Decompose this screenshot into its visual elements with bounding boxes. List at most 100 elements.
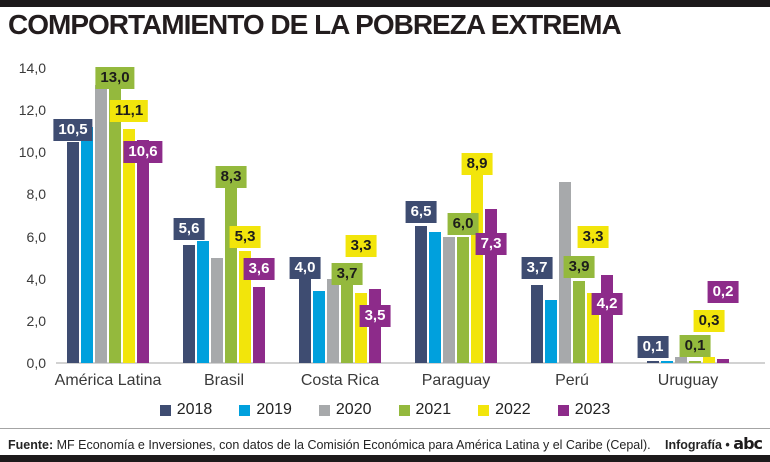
bar-slot-2019-peru bbox=[545, 299, 557, 363]
legend-label-2018: 2018 bbox=[176, 401, 213, 418]
bar-value-label-2021-uruguay: 0,1 bbox=[679, 334, 711, 357]
legend-item-2021: 2021 bbox=[398, 401, 451, 419]
bar-2018-costa-rica bbox=[299, 278, 311, 363]
bar-slot-2021-peru: 3,9 bbox=[563, 255, 595, 363]
bar-slot-2022-paraguay: 8,9 bbox=[461, 153, 493, 363]
legend-swatch-icon bbox=[159, 404, 171, 416]
bar-slot-2020-america-latina bbox=[95, 84, 107, 363]
bar-slot-2019-america-latina bbox=[81, 127, 93, 363]
bar-2019-america-latina bbox=[81, 127, 93, 363]
legend-swatch-icon bbox=[557, 404, 569, 416]
bar-2019-uruguay bbox=[661, 360, 673, 363]
bar-slot-2023-uruguay: 0,2 bbox=[707, 280, 739, 363]
bar-value-label-2018-uruguay: 0,1 bbox=[637, 335, 669, 358]
bar-2020-paraguay bbox=[443, 236, 455, 363]
category-label-brasil: Brasil bbox=[203, 372, 245, 389]
bar-value-label-2023-costa-rica: 3,5 bbox=[359, 305, 391, 328]
bar-value-label-2022-brasil: 5,3 bbox=[229, 226, 261, 249]
bar-value-label-2021-paraguay: 6,0 bbox=[447, 212, 479, 235]
bar-2021-america-latina bbox=[109, 89, 121, 363]
bars-paraguay: 6,5 6,0 8,9 7,3 bbox=[405, 153, 507, 363]
legend-swatch-icon bbox=[398, 404, 410, 416]
bar-2019-paraguay bbox=[429, 232, 441, 363]
bar-value-label-2021-peru: 3,9 bbox=[563, 255, 595, 278]
bar-2022-costa-rica bbox=[355, 293, 367, 363]
y-tick-6-0: 6,0 bbox=[26, 228, 46, 245]
bar-slot-2021-america-latina: 13,0 bbox=[95, 67, 135, 363]
bar-slot-2023-america-latina: 10,6 bbox=[123, 139, 163, 363]
bar-2020-america-latina bbox=[95, 84, 107, 363]
bar-2019-peru bbox=[545, 299, 557, 363]
bar-2021-uruguay bbox=[689, 360, 701, 363]
bar-2019-costa-rica bbox=[313, 291, 325, 363]
bar-slot-2018-brasil: 5,6 bbox=[173, 218, 205, 363]
bar-2022-america-latina bbox=[123, 129, 135, 363]
bar-value-label-2022-paraguay: 8,9 bbox=[461, 153, 493, 176]
bar-slot-2019-uruguay bbox=[661, 360, 673, 363]
category-label-costa-rica: Costa Rica bbox=[300, 372, 380, 389]
bar-value-label-2023-brasil: 3,6 bbox=[243, 258, 275, 281]
bar-group-america-latina: 10,5 13,0 11,1 10,6 América Latina bbox=[53, 67, 163, 389]
credit: Infografía • abc bbox=[664, 434, 763, 453]
bar-slot-2022-america-latina: 11,1 bbox=[109, 100, 149, 363]
legend-swatch-icon bbox=[478, 404, 490, 416]
legend-label-2019: 2019 bbox=[256, 401, 292, 418]
bar-value-label-2022-costa-rica: 3,3 bbox=[345, 235, 377, 258]
y-tick-12-0: 12,0 bbox=[18, 102, 46, 119]
legend-item-2019: 2019 bbox=[239, 401, 292, 419]
category-label-uruguay: Uruguay bbox=[657, 372, 719, 389]
legend-label-2022: 2022 bbox=[495, 401, 531, 418]
bars-america-latina: 10,5 13,0 11,1 10,6 bbox=[53, 67, 163, 363]
bar-2022-uruguay bbox=[703, 356, 715, 363]
bars-brasil: 5,6 8,3 5,3 3,6 bbox=[173, 166, 275, 363]
bar-2021-paraguay bbox=[457, 236, 469, 363]
bar-slot-2022-costa-rica: 3,3 bbox=[345, 235, 377, 363]
footer: Fuente: MF Economía e Inversiones, con d… bbox=[8, 434, 763, 453]
y-tick-14-0: 14,0 bbox=[18, 60, 46, 76]
bar-value-label-2018-america-latina: 10,5 bbox=[53, 118, 93, 141]
bar-slot-2019-costa-rica bbox=[313, 291, 325, 363]
bar-value-label-2021-america-latina: 13,0 bbox=[95, 67, 135, 90]
bar-slot-2018-paraguay: 6,5 bbox=[405, 201, 437, 363]
bar-group-peru: 3,7 3,9 3,3 4,2 Perú bbox=[521, 181, 623, 389]
bar-value-label-2023-uruguay: 0,2 bbox=[707, 280, 739, 303]
top-rule-bar bbox=[0, 0, 770, 7]
x-axis-baseline bbox=[56, 362, 765, 364]
legend-item-2020: 2020 bbox=[318, 401, 372, 419]
abc-logo: abc bbox=[733, 434, 763, 453]
footer-divider bbox=[0, 428, 770, 429]
bars-uruguay: 0,1 0,1 0,3 0,2 bbox=[637, 280, 739, 363]
legend-label-2020: 2020 bbox=[335, 401, 372, 418]
credit-text: Infografía • bbox=[664, 438, 730, 452]
bar-group-costa-rica: 4,0 3,7 3,3 3,5 Costa Rica bbox=[289, 235, 391, 389]
bar-value-label-2018-peru: 3,7 bbox=[521, 257, 553, 280]
bar-slot-2018-america-latina: 10,5 bbox=[53, 118, 93, 363]
legend-label-2023: 2023 bbox=[574, 401, 611, 418]
bar-slot-2023-brasil: 3,6 bbox=[243, 258, 275, 363]
category-label-paraguay: Paraguay bbox=[421, 372, 491, 389]
bar-value-label-2023-peru: 4,2 bbox=[591, 292, 623, 315]
bar-2018-peru bbox=[531, 285, 543, 363]
bar-slot-2020-brasil bbox=[211, 257, 223, 363]
y-axis: 0,0 2,0 4,0 6,0 8,0 10,0 12,0 14,0 bbox=[0, 60, 52, 371]
legend-item-2018: 2018 bbox=[159, 401, 213, 419]
bar-value-label-2022-uruguay: 0,3 bbox=[693, 309, 725, 332]
bar-slot-2021-brasil: 8,3 bbox=[215, 166, 247, 363]
bar-2020-costa-rica bbox=[327, 278, 339, 363]
bar-slot-2023-costa-rica: 3,5 bbox=[359, 289, 391, 363]
bars-costa-rica: 4,0 3,7 3,3 3,5 bbox=[289, 235, 391, 363]
bar-2018-uruguay bbox=[647, 360, 659, 363]
bottom-rule-bar bbox=[0, 455, 770, 462]
legend-swatch-icon bbox=[318, 404, 330, 416]
bar-2021-costa-rica bbox=[341, 285, 353, 363]
bar-2021-brasil bbox=[225, 188, 237, 363]
bar-chart: 0,0 2,0 4,0 6,0 8,0 10,0 12,0 14,0 10,5 13,0 11,1… bbox=[0, 60, 770, 389]
plot-area: 10,5 13,0 11,1 10,6 América Latina 5,6 8,3 5,3 3… bbox=[53, 67, 765, 389]
y-tick-8-0: 8,0 bbox=[26, 186, 46, 203]
y-tick-10-0: 10,0 bbox=[18, 144, 46, 161]
bar-2020-brasil bbox=[211, 257, 223, 363]
bar-slot-2018-costa-rica: 4,0 bbox=[289, 256, 321, 363]
bar-group-paraguay: 6,5 6,0 8,9 7,3 Paraguay bbox=[405, 153, 507, 389]
bar-2023-brasil bbox=[253, 287, 265, 363]
